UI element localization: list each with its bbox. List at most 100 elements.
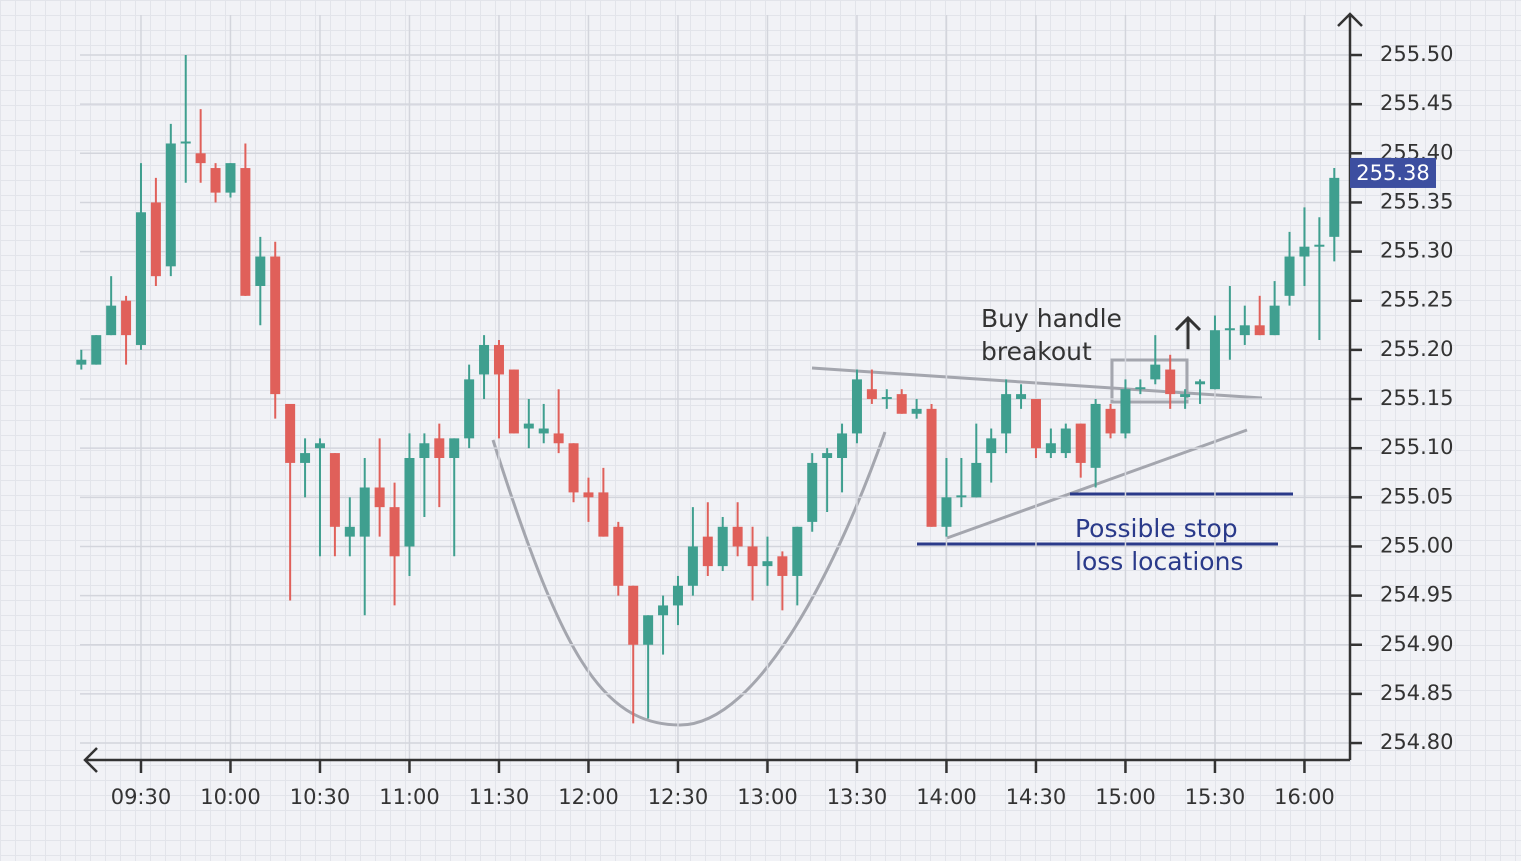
handle-upper-line [811,366,1263,400]
candle [1030,399,1041,459]
last-price-box [1350,157,1436,188]
candle [628,585,639,724]
candle-body [837,433,848,459]
candle-body [777,556,788,576]
candle-body [479,344,490,375]
x-tick-label: 13:30 [827,785,888,809]
candle [956,458,967,508]
candle-body [1254,325,1265,336]
candle-body [464,379,475,439]
y-tick-label: 255.25 [1380,288,1453,312]
annotation: Possible stop [1075,514,1238,543]
candle [329,453,340,557]
candle-body [1329,177,1340,237]
x-axis [83,747,1350,773]
candle [1075,423,1086,478]
candle-body [180,141,191,144]
candle-body [1060,428,1071,454]
y-tick-label: 254.90 [1380,632,1453,656]
x-tick-label: 11:00 [379,785,440,809]
candle-body [613,526,624,586]
candle [449,438,460,557]
candle [195,109,206,183]
candle-body [493,344,504,375]
candle [434,423,445,508]
x-tick-label: 15:00 [1095,785,1156,809]
y-tick-label: 255.00 [1380,533,1453,557]
candle [359,458,370,616]
candle-body [822,453,833,459]
candle-body [285,403,296,463]
candle-body [807,462,818,522]
candle [971,423,982,498]
candle [1239,305,1250,345]
candle-body [76,359,87,365]
candle [106,276,117,336]
candle [210,163,221,203]
candle-body [866,389,877,400]
x-tick-label: 12:30 [648,785,709,809]
candle-body [1209,330,1220,390]
candle [150,177,161,286]
candle-body [121,300,132,336]
y-tick-label: 255.20 [1380,337,1453,361]
annotation: Buy handle [981,304,1122,333]
candle [762,536,773,586]
candle-body [956,495,967,498]
candle-body [1299,246,1310,257]
candle [180,55,191,183]
candle [1090,399,1101,488]
candle-body [1001,394,1012,434]
candle [792,526,803,606]
candle-body [1269,305,1280,336]
candle [270,241,281,419]
candle [508,369,519,434]
candle [538,403,549,444]
candle [1224,285,1235,360]
candle [807,453,818,532]
candle [1060,423,1071,459]
annotation: loss locations [1075,547,1243,576]
candle [1269,281,1280,336]
candle [941,458,952,537]
axes [83,12,1363,773]
candle [851,369,862,444]
candle [926,403,937,527]
candle-body [583,492,594,498]
candle-body [717,526,728,567]
candle-body [404,458,415,547]
candle-body [419,443,430,459]
candle [1329,168,1340,262]
candle-body [434,438,445,459]
y-tick-label: 255.30 [1380,239,1453,263]
candle-body [926,408,937,527]
candle-body [986,438,997,454]
candle [76,349,87,370]
candle-body [672,585,683,606]
x-tick-label: 11:30 [469,785,530,809]
candle [389,482,400,606]
candle [523,399,534,449]
candle [568,443,579,503]
x-tick-label: 13:00 [737,785,798,809]
candle-body [628,585,639,645]
candle-body [523,423,534,429]
candle-body [1090,403,1101,468]
candle [1016,384,1027,409]
candle [479,335,490,400]
candle-body [1045,443,1056,454]
x-tick-label: 12:00 [558,785,619,809]
candle-body [881,397,892,400]
candle-body [851,379,862,434]
candle-body [792,526,803,576]
candle [225,163,236,198]
y-tick-label: 254.80 [1380,730,1453,754]
candle [1284,231,1295,306]
candle-body [1195,381,1206,385]
candle-body [1135,387,1146,390]
candle [881,389,892,409]
candle [837,423,848,493]
candle [777,551,788,611]
candle [911,399,922,419]
